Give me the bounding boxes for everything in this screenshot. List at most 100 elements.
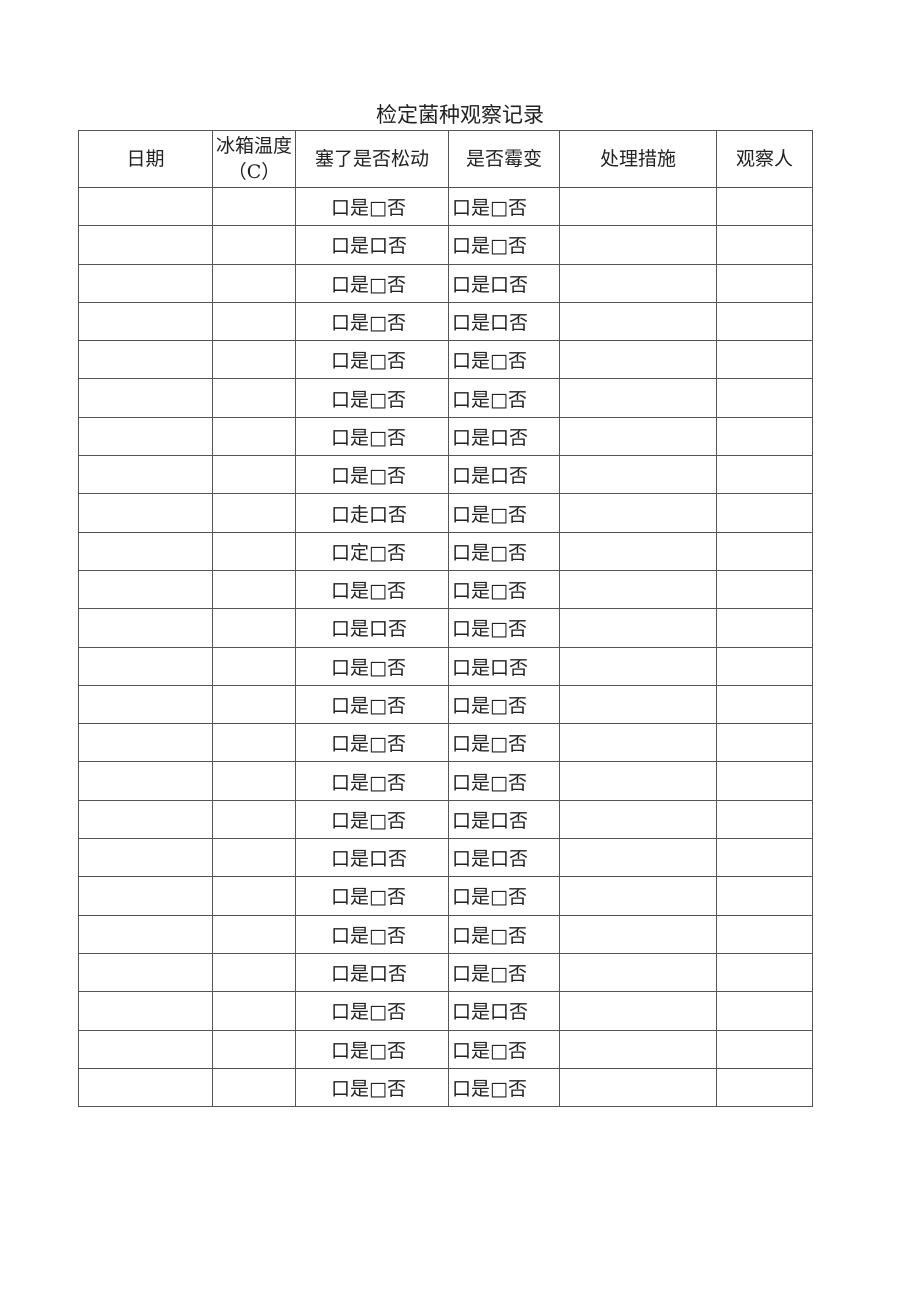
fridge-temp-cell	[212, 340, 296, 380]
action-cell	[559, 1029, 717, 1069]
observation-table: 日期 冰箱温度（C） 塞了是否松动 是否霉变 处理措施 观察人 口是□否 口是□否…	[78, 130, 813, 1108]
stopper-loose-cell: 口是口否	[295, 838, 449, 878]
mold-cell: 口是口否	[448, 646, 560, 686]
mold-cell: 口是□否	[448, 876, 560, 916]
observer-cell	[716, 608, 813, 648]
mold-cell: 口是口否	[448, 263, 560, 303]
header-fridge-temp: 冰箱温度（C）	[212, 130, 296, 188]
stopper-loose-cell: 口是□否	[295, 263, 449, 303]
observer-cell	[716, 569, 813, 610]
action-cell	[559, 493, 717, 533]
table-row: 口是□否 口是口否	[78, 799, 813, 840]
action-cell	[559, 914, 717, 954]
table-row: 口是口否 口是□否	[78, 225, 813, 265]
observer-cell	[716, 301, 813, 342]
mold-cell: 口是口否	[448, 301, 560, 342]
table-row: 口是□否 口是□否	[78, 914, 813, 954]
date-cell	[78, 1029, 213, 1069]
fridge-temp-cell	[212, 263, 296, 303]
observer-cell	[716, 378, 813, 418]
table-row: 口是□否 口是□否	[78, 186, 813, 227]
fridge-temp-cell	[212, 1067, 296, 1108]
date-cell	[78, 799, 213, 840]
action-cell	[559, 301, 717, 342]
observer-cell	[716, 723, 813, 763]
date-cell	[78, 455, 213, 495]
observer-cell	[716, 684, 813, 725]
stopper-loose-cell: 口是□否	[295, 914, 449, 954]
observer-cell	[716, 952, 813, 993]
date-cell	[78, 263, 213, 303]
date-cell	[78, 838, 213, 878]
mold-cell: 口是□否	[448, 1067, 560, 1108]
mold-cell: 口是□否	[448, 608, 560, 648]
mold-cell: 口是口否	[448, 455, 560, 495]
observer-cell	[716, 416, 813, 457]
mold-cell: 口是口否	[448, 991, 560, 1031]
fridge-temp-cell	[212, 186, 296, 227]
stopper-loose-cell: 口定□否	[295, 531, 449, 571]
table-row: 口是口否 口是□否	[78, 608, 813, 648]
action-cell	[559, 876, 717, 916]
stopper-loose-cell: 口是□否	[295, 876, 449, 916]
fridge-temp-cell	[212, 608, 296, 648]
action-cell	[559, 799, 717, 840]
observer-cell	[716, 493, 813, 533]
header-mold: 是否霉变	[448, 130, 560, 188]
fridge-temp-cell	[212, 723, 296, 763]
mold-cell: 口是□否	[448, 914, 560, 954]
stopper-loose-cell: 口是□否	[295, 761, 449, 801]
mold-cell: 口是□否	[448, 952, 560, 993]
observer-cell	[716, 1067, 813, 1108]
action-cell	[559, 186, 717, 227]
observer-cell	[716, 225, 813, 265]
observer-cell	[716, 876, 813, 916]
table-row: 口定□否 口是□否	[78, 531, 813, 571]
date-cell	[78, 723, 213, 763]
table-row: 口是□否 口是口否	[78, 301, 813, 342]
stopper-loose-cell: 口是□否	[295, 991, 449, 1031]
mold-cell: 口是□否	[448, 569, 560, 610]
date-cell	[78, 186, 213, 227]
action-cell	[559, 455, 717, 495]
action-cell	[559, 340, 717, 380]
stopper-loose-cell: 口是□否	[295, 340, 449, 380]
mold-cell: 口是□否	[448, 340, 560, 380]
date-cell	[78, 531, 213, 571]
action-cell	[559, 1067, 717, 1108]
date-cell	[78, 569, 213, 610]
table-row: 口是□否 口是口否	[78, 455, 813, 495]
stopper-loose-cell: 口是□否	[295, 799, 449, 840]
stopper-loose-cell: 口是□否	[295, 378, 449, 418]
fridge-temp-cell	[212, 1029, 296, 1069]
mold-cell: 口是□否	[448, 761, 560, 801]
observer-cell	[716, 186, 813, 227]
table-row: 口是□否 口是□否	[78, 761, 813, 801]
header-date: 日期	[78, 130, 213, 188]
stopper-loose-cell: 口是□否	[295, 569, 449, 610]
date-cell	[78, 340, 213, 380]
header-action: 处理措施	[559, 130, 717, 188]
fridge-temp-cell	[212, 646, 296, 686]
table-row: 口是□否 口是口否	[78, 416, 813, 457]
observer-cell	[716, 455, 813, 495]
mold-cell: 口是□否	[448, 723, 560, 763]
date-cell	[78, 416, 213, 457]
date-cell	[78, 1067, 213, 1108]
action-cell	[559, 569, 717, 610]
header-observer: 观察人	[716, 130, 813, 188]
table-row: 口是□否 口是□否	[78, 340, 813, 380]
fridge-temp-cell	[212, 952, 296, 993]
action-cell	[559, 416, 717, 457]
stopper-loose-cell: 口是□否	[295, 1067, 449, 1108]
mold-cell: 口是□否	[448, 493, 560, 533]
mold-cell: 口是□否	[448, 378, 560, 418]
date-cell	[78, 608, 213, 648]
observer-cell	[716, 914, 813, 954]
date-cell	[78, 378, 213, 418]
fridge-temp-cell	[212, 378, 296, 418]
action-cell	[559, 952, 717, 993]
date-cell	[78, 761, 213, 801]
fridge-temp-cell	[212, 531, 296, 571]
document-title: 检定菌种观察记录	[376, 103, 544, 127]
